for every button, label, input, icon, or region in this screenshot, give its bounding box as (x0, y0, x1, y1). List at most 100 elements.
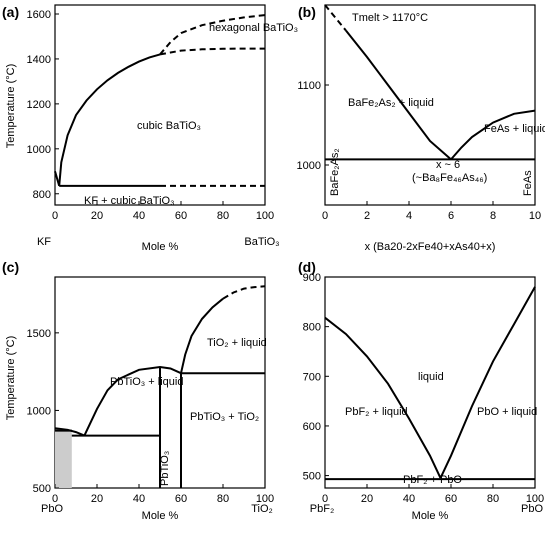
panel-a-annotation-cubic: cubic BaTiO₃ (137, 120, 201, 132)
panel-a-series-3 (159, 47, 265, 56)
panel-c-x-tick-label: 0 (52, 493, 58, 505)
panel-d-frame (324, 276, 536, 489)
panel-a-ylabel: Temperature (°C) (5, 64, 17, 148)
panel-d-x-tick-label: 40 (403, 493, 415, 505)
panel-b-annotation-bafe2as2-liquid: BaFe₂As₂ + liquid (348, 97, 434, 109)
panel-a-x-start-label: KF (37, 236, 51, 248)
panel-a-annotation-hexagonal: hexagonal BaTiO₃ (209, 22, 298, 34)
panel-a-ticks: 0 20 40 60 80 100 800 1000 1200 1400 1600 (27, 9, 275, 222)
panel-c-annotation-pbtio3: PbTiO₃ (159, 451, 171, 486)
panel-a-y-tick-label: 800 (33, 189, 51, 201)
panel-d-x-end-label: PbO (521, 503, 543, 515)
panel-a-x-tick-label: 60 (175, 210, 187, 222)
panel-b-annotation-bafe2as2: BaFe₂As₂ (329, 148, 341, 196)
panel-b-y-tick-label: 1000 (297, 160, 321, 172)
panel-a-series-2 (159, 14, 266, 56)
panel-c-y-tick-label: 1500 (27, 328, 51, 340)
panel-d-series-1 (439, 286, 536, 479)
panel-c-series-3 (222, 285, 266, 300)
panel-c-x-tick-label: 20 (91, 493, 103, 505)
panel-b-label: (b) (298, 4, 316, 20)
panel-b-annotation-feas: FeAs (522, 170, 534, 196)
panel-d-y-tick-label: 800 (303, 322, 321, 334)
panel-a-x-tick-label: 80 (217, 210, 229, 222)
panel-a-x-tick-label: 0 (52, 210, 58, 222)
panel-d-series-0 (324, 316, 442, 479)
panel-b-x-tick-label: 8 (490, 210, 496, 222)
panel-c-series-1 (83, 365, 182, 437)
panel-d-annotation-liquid: liquid (418, 371, 444, 383)
panel-d-xlabel: Mole % (412, 510, 449, 522)
panel-a-y-tick-label: 1600 (27, 9, 51, 21)
panel-b-series (324, 4, 536, 161)
panel-c-annotation-pbtio3-tio2: PbTiO₃ + TiO₂ (190, 411, 259, 423)
panel-b-y-tick-label: 1100 (297, 80, 321, 92)
panel-d-label: (d) (298, 259, 316, 275)
panel-b-xlabel: x (Ba20-2xFe40+xAs40+x) (365, 241, 496, 253)
panel-d-annotation-pbf2-liquid: PbF₂ + liquid (345, 406, 408, 418)
panel-c-annotation-tio2-liquid: TiO₂ + liquid (207, 337, 267, 349)
panel-a-series (54, 14, 266, 187)
panel-d-y-tick-label: 900 (303, 272, 321, 284)
panel-d-annotation-pbf2-pbo: PbF₂ + PbO (403, 474, 462, 486)
panel-d-ticks: 0 20 40 60 80 100 500 600 700 800 900 (303, 272, 545, 505)
panel-b-x-tick-label: 2 (364, 210, 370, 222)
panel-a-x-tick-label: 20 (91, 210, 103, 222)
panel-d-annotation-pbo-liquid: PbO + liquid (477, 406, 537, 418)
panel-d-y-tick-label: 500 (303, 471, 321, 483)
panel-b-x-tick-label: 4 (406, 210, 412, 222)
panel-b-x-tick-label: 6 (448, 210, 454, 222)
panel-a-y-tick-label: 1000 (27, 144, 51, 156)
panel-c-ticks: 0 20 40 60 80 100 500 1000 1500 (27, 328, 275, 505)
panel-c-series (54, 285, 266, 488)
panel-a: (a) 0 20 40 60 80 100 800 1000 1200 1400 1600 KF B… (2, 4, 298, 253)
panel-b-ticks: 0 2 4 6 8 10 1000 1100 (297, 80, 542, 222)
panel-a-label: (a) (2, 4, 19, 20)
panel-b-frame (324, 4, 536, 206)
panel-c-xlabel: Mole % (142, 510, 179, 522)
panel-c: (c) 0 20 40 60 80 100 500 1000 1500 PbO TiO₂ Mol… (2, 259, 274, 522)
panel-a-y-tick-label: 1200 (27, 99, 51, 111)
panel-b-series-2 (450, 109, 536, 161)
panel-c-x-start-label: PbO (41, 503, 63, 515)
panel-d-x-start-label: PbF₂ (310, 503, 334, 515)
panel-c-x-tick-label: 40 (133, 493, 145, 505)
panel-b-annotation-feas-liquid: FeAs + liquid (484, 123, 545, 135)
panel-d-x-tick-label: 0 (322, 493, 328, 505)
panel-a-annotation-kf-cubic: KF + cubic BaTiO₃ (84, 195, 175, 207)
panel-b: (b) 0 2 4 6 8 10 1000 1100 x (Ba20-2xFe40+xAs40… (297, 4, 545, 253)
panel-a-xlabel: Mole % (142, 241, 179, 253)
panel-c-y-tick-label: 500 (33, 483, 51, 495)
panel-a-frame (54, 4, 266, 206)
panel-c-x-tick-label: 80 (217, 493, 229, 505)
panel-c-label: (c) (2, 259, 19, 275)
panel-d-series (324, 286, 536, 481)
panel-d-y-tick-label: 600 (303, 421, 321, 433)
panel-c-y-tick-label: 1000 (27, 405, 51, 417)
panel-c-annotation-pbtio3-liquid: PbTiO₃ + liquid (110, 376, 183, 388)
panel-d-x-tick-label: 80 (487, 493, 499, 505)
panel-c-x-end-label: TiO₂ (251, 503, 273, 515)
panel-c-x-tick-label: 60 (175, 493, 187, 505)
panel-d: (d) 0 20 40 60 80 100 500 600 700 800 900 PbF₂ PbO… (298, 259, 544, 522)
panel-d-x-tick-label: 60 (445, 493, 457, 505)
panel-c-ylabel: Temperature (°C) (5, 336, 17, 420)
panel-c-x-tick-label: 100 (256, 493, 274, 505)
panel-b-series-1 (345, 29, 452, 161)
panel-b-x-tick-label: 0 (322, 210, 328, 222)
panel-d-x-tick-label: 20 (361, 493, 373, 505)
panel-b-annotation-x6: x ~ 6 (436, 159, 460, 171)
panel-a-y-tick-label: 1400 (27, 54, 51, 66)
panel-a-series-1 (58, 53, 161, 186)
panel-b-annotation-ba8fe46as46: (~Ba₈Fe₄₆As₄₆) (412, 172, 487, 184)
panel-a-x-tick-label: 40 (133, 210, 145, 222)
panel-b-series-0 (324, 4, 347, 32)
panel-b-annotation-tmelt: Tmelt > 1170°C (352, 12, 428, 24)
panel-d-y-tick-label: 700 (303, 371, 321, 383)
panel-b-x-tick-label: 10 (529, 210, 541, 222)
panel-a-x-tick-label: 100 (256, 210, 274, 222)
panel-c-shaded-region (55, 430, 72, 488)
panel-d-x-tick-label: 100 (526, 493, 544, 505)
panel-c-series-2 (180, 297, 224, 374)
